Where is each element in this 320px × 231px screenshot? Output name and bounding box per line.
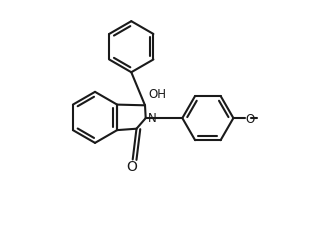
Text: O: O <box>246 112 255 125</box>
Text: N: N <box>148 111 157 124</box>
Text: O: O <box>126 159 137 173</box>
Text: OH: OH <box>149 87 167 100</box>
